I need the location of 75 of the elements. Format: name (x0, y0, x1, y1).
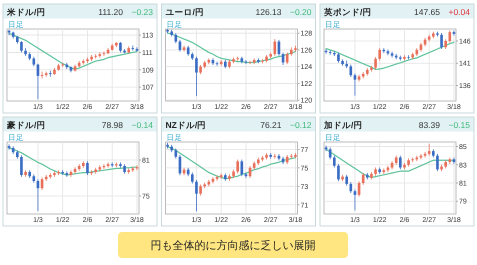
candlestick (244, 60, 248, 65)
candlestick (394, 155, 398, 166)
candlestick (282, 52, 284, 66)
candlestick (278, 39, 280, 56)
line-series (325, 42, 455, 70)
candlestick (286, 154, 289, 165)
candlestick (186, 45, 190, 56)
candlestick (236, 159, 240, 174)
candlestick (349, 182, 352, 194)
candlestick (240, 159, 244, 177)
candlestick (190, 172, 194, 184)
text: −0.23 (131, 7, 154, 17)
candlestick (32, 56, 36, 67)
candlestick (332, 155, 336, 168)
candlestick (448, 30, 452, 44)
line-series (166, 146, 296, 180)
text: +0.04 (448, 7, 470, 17)
chart-title: NZドル/円 (166, 120, 206, 130)
candlestick (178, 39, 182, 52)
text: 76.21 (260, 120, 282, 130)
chart-title: 豪ドル/円 (6, 120, 46, 130)
candlestick (440, 32, 443, 50)
chart-title: 英ポンド/円 (323, 7, 372, 17)
candlestick (398, 155, 402, 170)
text: −0.15 (448, 120, 470, 130)
candlestick (248, 166, 252, 178)
text: −0.12 (290, 120, 312, 130)
candlestick (428, 143, 431, 156)
text: 111.20 (98, 7, 124, 17)
candlestick (174, 32, 178, 44)
candlestick (102, 164, 106, 170)
text: 126.13 (256, 7, 282, 17)
candlestick (286, 52, 289, 65)
line-series (166, 32, 296, 64)
candlestick (178, 154, 182, 176)
text: 78.98 (102, 120, 124, 130)
chart-title: 米ドル/円 (6, 7, 46, 17)
text: −0.14 (131, 120, 154, 130)
candlestick (444, 38, 448, 50)
candlestick (349, 64, 352, 78)
candlestick (40, 177, 44, 190)
candlestick (378, 48, 382, 61)
candlestick (354, 188, 356, 211)
candlestick (119, 42, 122, 53)
candlestick (199, 64, 202, 75)
candlestick (40, 71, 44, 79)
candlestick (248, 60, 252, 65)
candlestick (436, 153, 439, 172)
candlestick (273, 38, 276, 56)
candlestick (328, 147, 332, 160)
chart-title: ユーロ/円 (166, 7, 204, 17)
candlestick (354, 73, 356, 96)
text: −0.20 (290, 7, 312, 17)
candlestick (362, 172, 365, 186)
chart-title: 加ドル/円 (323, 120, 362, 130)
candlestick (374, 56, 377, 70)
candlestick (90, 170, 93, 176)
candlestick (337, 163, 340, 182)
candlestick (20, 154, 23, 178)
candlestick (424, 152, 426, 158)
candlestick (407, 54, 410, 60)
text: 円も全体的に方向感に乏しい展開 (150, 239, 316, 252)
candlestick (20, 40, 23, 53)
candlestick (337, 52, 340, 64)
candlestick (123, 164, 126, 174)
candlestick (174, 148, 178, 160)
text: 83.39 (418, 120, 440, 130)
candlestick (86, 57, 89, 64)
line-series (8, 147, 138, 176)
candlestick (57, 170, 60, 176)
candlestick (86, 160, 89, 176)
text: 147.65 (414, 7, 440, 17)
candlestick (199, 184, 202, 196)
candlestick (345, 174, 348, 186)
candlestick (358, 180, 360, 198)
